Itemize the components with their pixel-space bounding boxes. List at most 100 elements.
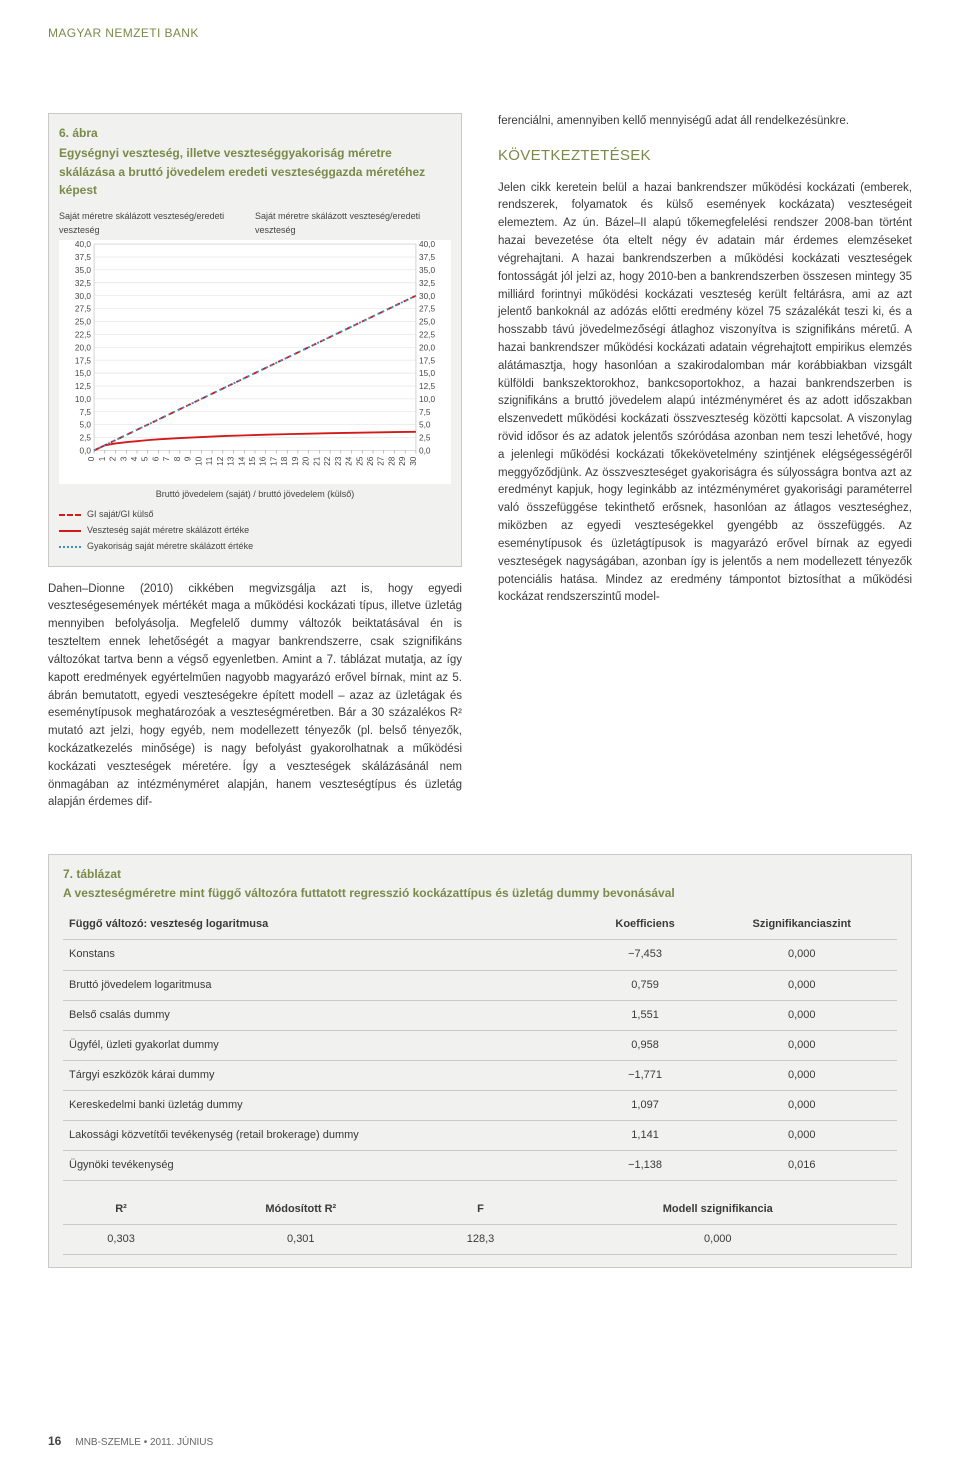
svg-text:40,0: 40,0 <box>419 240 435 249</box>
table-cell: Tárgyi eszközök kárai dummy <box>63 1060 584 1090</box>
svg-text:10,0: 10,0 <box>75 395 91 404</box>
svg-text:12,5: 12,5 <box>419 382 435 391</box>
table-cell: 0,958 <box>584 1030 707 1060</box>
stats-header: Modell szignifikancia <box>539 1195 897 1225</box>
table-cell: 1,097 <box>584 1090 707 1120</box>
section-heading: KÖVETKEZTETÉSEK <box>498 144 912 167</box>
svg-text:23: 23 <box>334 456 343 466</box>
stats-cell: 128,3 <box>422 1224 538 1254</box>
right-top-paragraph: ferenciálni, amennyiben kellő mennyiségű… <box>498 113 912 131</box>
svg-text:26: 26 <box>366 456 375 466</box>
table-cell: 0,000 <box>707 940 897 970</box>
chart-x-caption: Bruttó jövedelem (saját) / bruttó jövede… <box>59 488 451 502</box>
legend-row: GI saját/GI külső <box>59 508 451 522</box>
table-row: Tárgyi eszközök kárai dummy−1,7710,000 <box>63 1060 897 1090</box>
right-column: ferenciálni, amennyiben kellő mennyiségű… <box>498 113 912 827</box>
svg-text:18: 18 <box>280 456 289 466</box>
table-cell: 0,000 <box>707 1030 897 1060</box>
stats-cell: 0,000 <box>539 1224 897 1254</box>
svg-text:20,0: 20,0 <box>419 343 435 352</box>
table-row: Kereskedelmi banki üzletág dummy1,0970,0… <box>63 1090 897 1120</box>
svg-text:0,0: 0,0 <box>80 446 92 455</box>
stats-header: R² <box>63 1195 179 1225</box>
running-head: MAGYAR NEMZETI BANK <box>48 24 912 43</box>
svg-text:25: 25 <box>355 456 364 466</box>
svg-text:7,5: 7,5 <box>80 408 92 417</box>
regression-stats-table: R²Módosított R²FModell szignifikancia0,3… <box>63 1195 897 1255</box>
legend-label: GI saját/GI külső <box>87 508 154 522</box>
table-cell: 0,000 <box>707 1000 897 1030</box>
stats-header: Módosított R² <box>179 1195 422 1225</box>
legend-label: Gyakoriság saját méretre skálázott érték… <box>87 540 253 554</box>
svg-text:1: 1 <box>98 456 107 461</box>
table-cell: Lakossági közvetítői tevékenység (retail… <box>63 1120 584 1150</box>
table-header: Szignifikanciaszint <box>707 910 897 940</box>
right-main-paragraph: Jelen cikk keretein belül a hazai bankre… <box>498 180 912 608</box>
stats-cell: 0,303 <box>63 1224 179 1254</box>
svg-text:30: 30 <box>409 456 418 466</box>
legend-swatch <box>59 546 81 548</box>
table-cell: Belső csalás dummy <box>63 1000 584 1030</box>
svg-text:17,5: 17,5 <box>419 356 435 365</box>
svg-text:9: 9 <box>184 456 193 461</box>
svg-text:37,5: 37,5 <box>419 253 435 262</box>
table-cell: Ügynöki tevékenység <box>63 1150 584 1180</box>
svg-text:28: 28 <box>387 456 396 466</box>
footer-label: MNB-SZEMLE • 2011. JÚNIUS <box>75 1435 213 1451</box>
table-cell: 0,759 <box>584 970 707 1000</box>
table-title-number: 7. táblázat <box>63 865 897 884</box>
svg-text:20,0: 20,0 <box>75 343 91 352</box>
svg-text:15,0: 15,0 <box>419 369 435 378</box>
table-row: Belső csalás dummy1,5510,000 <box>63 1000 897 1030</box>
svg-text:30,0: 30,0 <box>419 292 435 301</box>
svg-text:29: 29 <box>398 456 407 466</box>
left-column: 6. ábra Egységnyi veszteség, illetve ves… <box>48 113 462 827</box>
table-cell: −1,138 <box>584 1150 707 1180</box>
svg-text:2: 2 <box>109 456 118 461</box>
svg-text:35,0: 35,0 <box>419 266 435 275</box>
legend-row: Gyakoriság saját méretre skálázott érték… <box>59 540 451 554</box>
svg-text:5: 5 <box>141 456 150 461</box>
svg-text:22,5: 22,5 <box>419 330 435 339</box>
chart-y-left-label: Saját méretre skálázott veszteség/eredet… <box>59 210 255 238</box>
two-column-body: 6. ábra Egységnyi veszteség, illetve ves… <box>48 113 912 827</box>
figure-title-text: Egységnyi veszteség, illetve veszteséggy… <box>59 144 451 200</box>
svg-text:22: 22 <box>323 456 332 466</box>
table-cell: 1,551 <box>584 1000 707 1030</box>
svg-text:15,0: 15,0 <box>75 369 91 378</box>
svg-text:10,0: 10,0 <box>419 395 435 404</box>
svg-text:17: 17 <box>269 456 278 466</box>
svg-text:16: 16 <box>259 456 268 466</box>
chart-legend: GI saját/GI külsőVeszteség saját méretre… <box>59 508 451 554</box>
svg-text:35,0: 35,0 <box>75 266 91 275</box>
svg-text:11: 11 <box>205 456 214 465</box>
stats-cell: 0,301 <box>179 1224 422 1254</box>
svg-text:4: 4 <box>130 456 139 461</box>
svg-text:27,5: 27,5 <box>419 305 435 314</box>
svg-text:2,5: 2,5 <box>419 433 431 442</box>
svg-text:40,0: 40,0 <box>75 240 91 249</box>
table-row: Lakossági közvetítői tevékenység (retail… <box>63 1120 897 1150</box>
legend-swatch <box>59 530 81 532</box>
table-cell: 1,141 <box>584 1120 707 1150</box>
svg-text:12,5: 12,5 <box>75 382 91 391</box>
table-cell: 0,000 <box>707 1120 897 1150</box>
table-header: Függő változó: veszteség logaritmusa <box>63 910 584 940</box>
svg-text:25,0: 25,0 <box>419 317 435 326</box>
svg-text:6: 6 <box>151 456 160 461</box>
page-footer: 16 MNB-SZEMLE • 2011. JÚNIUS <box>48 1432 213 1451</box>
svg-text:19: 19 <box>291 456 300 466</box>
svg-text:2,5: 2,5 <box>80 433 92 442</box>
svg-text:0: 0 <box>87 456 96 461</box>
legend-swatch <box>59 514 81 516</box>
svg-text:32,5: 32,5 <box>419 279 435 288</box>
svg-text:10: 10 <box>194 456 203 466</box>
table-cell: Ügyfél, üzleti gyakorlat dummy <box>63 1030 584 1060</box>
chart-plot-area: 0,00,02,52,55,05,07,57,510,010,012,512,5… <box>59 240 451 484</box>
table-cell: −1,771 <box>584 1060 707 1090</box>
table-header: Koefficiens <box>584 910 707 940</box>
svg-text:20: 20 <box>302 456 311 466</box>
page: MAGYAR NEMZETI BANK 6. ábra Egységnyi ve… <box>0 0 960 1465</box>
table-row: Ügyfél, üzleti gyakorlat dummy0,9580,000 <box>63 1030 897 1060</box>
svg-text:15: 15 <box>248 456 257 466</box>
